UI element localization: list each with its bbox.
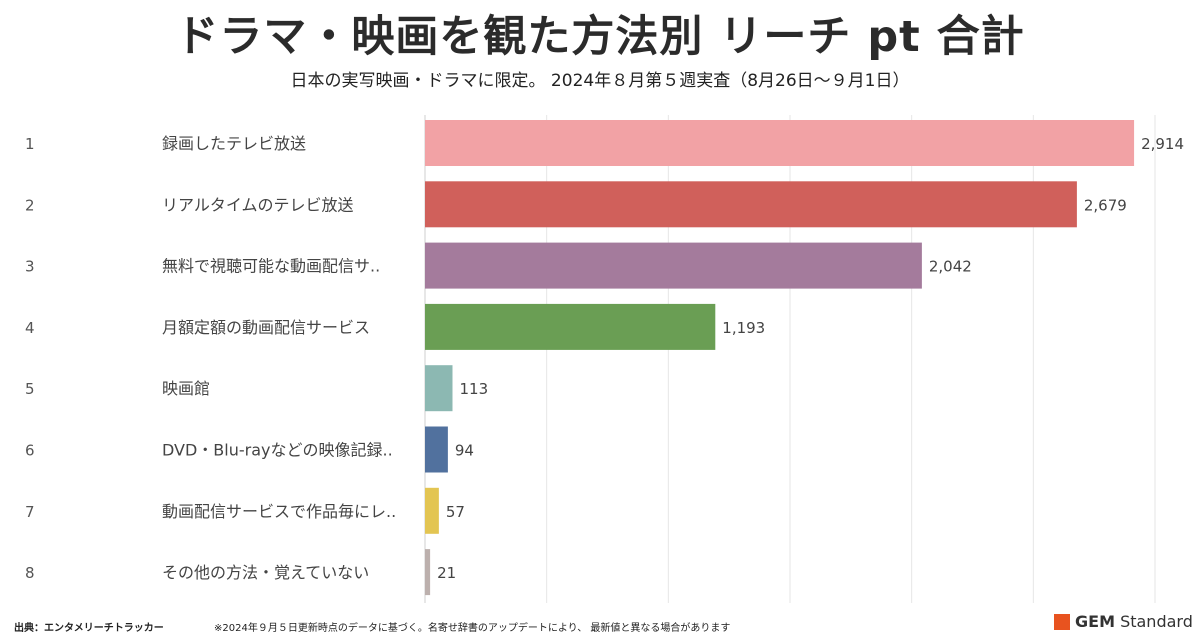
chart-title: ドラマ・映画を観た方法別 リーチ pt 合計: [175, 12, 1025, 62]
rank-label: 4: [25, 319, 35, 337]
value-label: 2,042: [929, 258, 972, 276]
footnote: ※2024年９月５日更新時点のデータに基づく。名寄せ辞書のアップデートにより、 …: [214, 623, 731, 634]
bar: [425, 487, 439, 534]
value-label: 2,679: [1084, 196, 1127, 214]
source-label: 出典：エンタメリーチトラッカー: [14, 623, 164, 634]
rank-label: 2: [25, 196, 35, 214]
rank-label: 1: [25, 135, 35, 153]
bar: [425, 303, 716, 350]
bar: [425, 426, 448, 473]
bar-chart: 1 録画したテレビ放送 2,914 2 リアルタイムのテレビ放送 2,679 3 無料で視聴可…: [25, 115, 1184, 603]
brand-mark-icon: [1054, 613, 1070, 630]
value-label: 2,914: [1141, 135, 1184, 153]
brand-name-rest: Standard: [1114, 612, 1193, 631]
rank-label: 3: [25, 258, 35, 276]
category-label: その他の方法・覚えていない: [162, 563, 369, 582]
category-label: 月額定額の動画配信サービス: [162, 318, 370, 337]
value-label: 94: [455, 442, 474, 460]
category-label: 録画したテレビ放送: [162, 134, 306, 153]
category-label: 動画配信サービスで作品毎にレ..: [162, 502, 396, 521]
bar: [425, 549, 431, 596]
bar: [425, 120, 1135, 166]
brand-name-bold: GEM: [1075, 612, 1115, 631]
rank-label: 8: [25, 564, 35, 582]
value-label: 1,193: [722, 319, 765, 337]
bar: [425, 181, 1077, 228]
category-label: 無料で視聴可能な動画配信サ..: [162, 257, 380, 276]
rank-label: 7: [25, 503, 35, 521]
bar: [425, 242, 922, 289]
category-label: リアルタイムのテレビ放送: [162, 195, 354, 214]
value-label: 113: [459, 380, 488, 398]
category-label: DVD・Blu-rayなどの映像記録..: [162, 441, 393, 460]
rank-label: 5: [25, 380, 35, 398]
brand-logo: GEM Standard: [1054, 612, 1193, 631]
chart-subtitle: 日本の実写映画・ドラマに限定。 2024年８月第５週実査（8月26日～９月1日）: [290, 71, 910, 91]
value-label: 21: [437, 564, 456, 582]
category-label: 映画館: [162, 379, 210, 398]
value-label: 57: [446, 503, 465, 521]
bar: [425, 365, 453, 412]
rank-label: 6: [25, 442, 35, 460]
